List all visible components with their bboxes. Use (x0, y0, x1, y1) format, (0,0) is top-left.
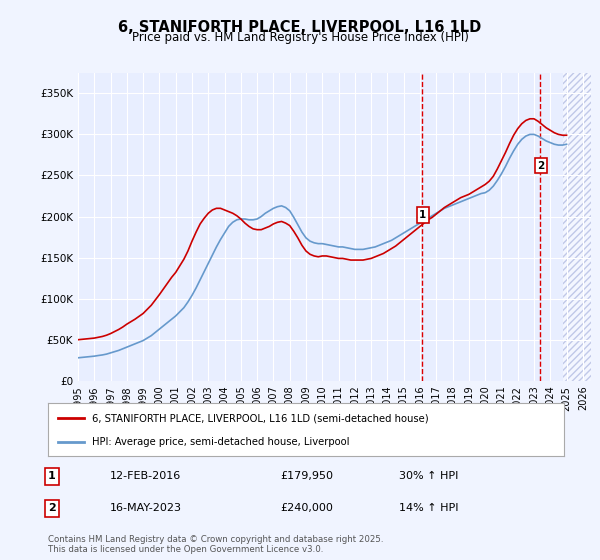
Text: £240,000: £240,000 (280, 503, 333, 514)
Text: 1: 1 (48, 471, 56, 481)
Text: 30% ↑ HPI: 30% ↑ HPI (399, 471, 458, 481)
Text: 6, STANIFORTH PLACE, LIVERPOOL, L16 1LD (semi-detached house): 6, STANIFORTH PLACE, LIVERPOOL, L16 1LD … (92, 413, 428, 423)
Text: 2: 2 (48, 503, 56, 514)
Text: 14% ↑ HPI: 14% ↑ HPI (399, 503, 458, 514)
Text: £179,950: £179,950 (280, 471, 333, 481)
Text: Price paid vs. HM Land Registry's House Price Index (HPI): Price paid vs. HM Land Registry's House … (131, 31, 469, 44)
Text: 1: 1 (419, 210, 427, 220)
Text: HPI: Average price, semi-detached house, Liverpool: HPI: Average price, semi-detached house,… (92, 436, 349, 446)
Text: 12-FEB-2016: 12-FEB-2016 (110, 471, 181, 481)
Text: 2: 2 (537, 161, 544, 171)
Text: 16-MAY-2023: 16-MAY-2023 (110, 503, 182, 514)
Text: 6, STANIFORTH PLACE, LIVERPOOL, L16 1LD: 6, STANIFORTH PLACE, LIVERPOOL, L16 1LD (118, 20, 482, 35)
Bar (563, 73, 591, 381)
Bar (563, 73, 591, 381)
Text: Contains HM Land Registry data © Crown copyright and database right 2025.
This d: Contains HM Land Registry data © Crown c… (48, 535, 383, 554)
